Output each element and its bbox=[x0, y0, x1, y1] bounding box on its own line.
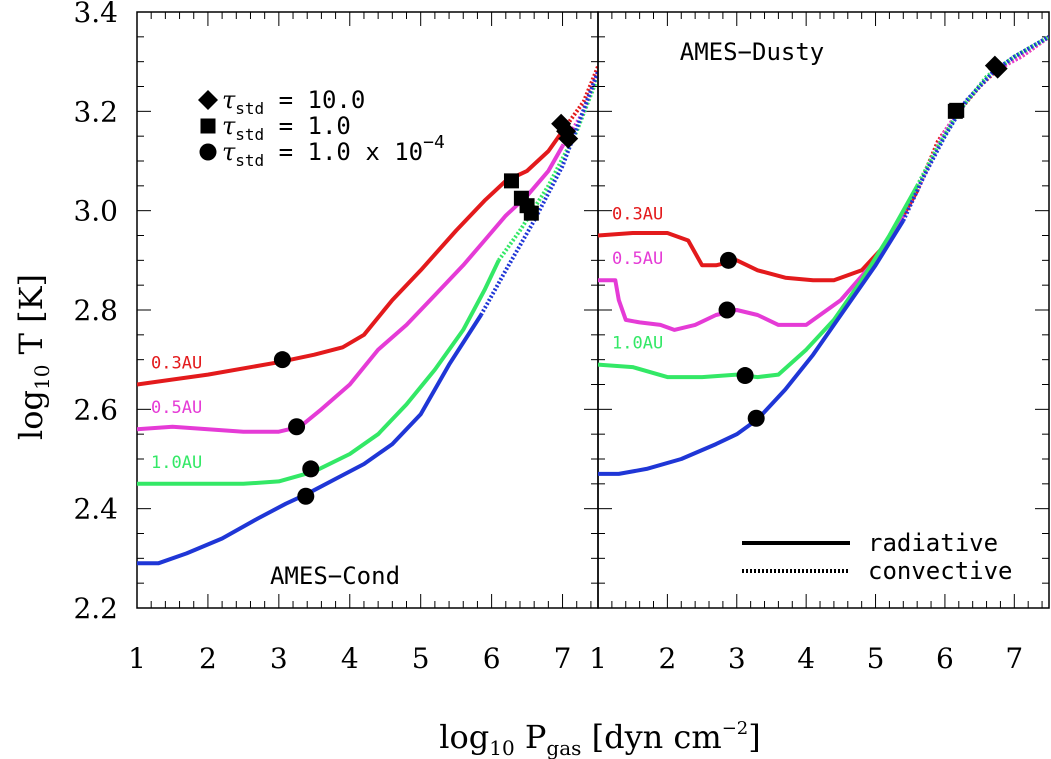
marker-square bbox=[523, 205, 539, 221]
panel-title: AMES−Dusty bbox=[680, 38, 825, 66]
series-line-0-5au-radiative bbox=[598, 214, 905, 332]
y-tick-labels: 2.2 2.4 2.6 2.8 3.0 3.2 3.4 bbox=[73, 0, 118, 625]
x-tick-label: 7 bbox=[1005, 642, 1023, 675]
series-line-0-3au-radiative bbox=[598, 189, 919, 283]
x-axis-title: log10 Pgas [dyn cm−2] bbox=[439, 718, 760, 759]
y-tick-label: 2.2 bbox=[73, 592, 118, 625]
series-line-0-5au-radiative bbox=[137, 145, 565, 434]
marker-square bbox=[949, 102, 965, 118]
curve-label: 1.0AU bbox=[151, 453, 202, 473]
marker-circle bbox=[719, 251, 737, 269]
data-markers bbox=[273, 113, 579, 505]
y-tick-label: 2.8 bbox=[73, 294, 118, 327]
y-tick-label: 2.4 bbox=[73, 493, 118, 526]
x-tick-label: 4 bbox=[341, 642, 359, 675]
x-tick-label: 6 bbox=[483, 642, 501, 675]
legend-entry: τstd = 1.0 bbox=[222, 112, 351, 144]
x-tick-label: 5 bbox=[412, 642, 430, 675]
legend-entry: τstd = 10.0 bbox=[222, 86, 365, 118]
legend-line-label: convective bbox=[868, 557, 1013, 585]
marker-square bbox=[503, 173, 519, 189]
marker-diamond bbox=[987, 58, 1008, 79]
x-tick-label: 2 bbox=[199, 642, 217, 675]
series-lines bbox=[598, 35, 1049, 476]
x-tick-label: 5 bbox=[867, 642, 885, 675]
curve-label: 0.3AU bbox=[612, 205, 663, 225]
marker-circle bbox=[297, 487, 315, 505]
series-line-0-3au-convective bbox=[915, 35, 1049, 192]
x-tick-label: 3 bbox=[270, 642, 288, 675]
series-line-1-0au-convective bbox=[915, 35, 1049, 187]
legend-entry: τstd = 1.0 x 10−4 bbox=[222, 132, 445, 170]
marker-circle bbox=[288, 418, 306, 436]
marker-circle bbox=[736, 367, 754, 385]
y-tick-label: 2.6 bbox=[73, 393, 118, 426]
marker-circle bbox=[302, 460, 320, 478]
legend-marker-square bbox=[200, 118, 216, 134]
x-tick-label: 4 bbox=[797, 642, 815, 675]
series-line-1-0au-radiative bbox=[598, 184, 919, 380]
series-line-3-radiative bbox=[598, 219, 905, 476]
marker-circle bbox=[273, 351, 291, 369]
axis-ticks bbox=[136, 11, 598, 609]
x-tick-label: 6 bbox=[936, 642, 954, 675]
marker-circle bbox=[747, 409, 765, 427]
x-tick-label: 2 bbox=[658, 642, 676, 675]
curve-label: 0.5AU bbox=[151, 398, 202, 418]
legend-marker-circle bbox=[199, 143, 217, 161]
legend-marker-diamond bbox=[198, 90, 218, 110]
series-line-3-radiative bbox=[137, 313, 483, 566]
data-markers bbox=[718, 55, 1008, 427]
curve-label: 0.5AU bbox=[612, 249, 663, 269]
series-line-1-0au-radiative bbox=[137, 259, 501, 486]
y-tick-label: 3.0 bbox=[73, 195, 118, 228]
panel-title: AMES−Cond bbox=[270, 562, 400, 590]
x-tick-label: 7 bbox=[554, 642, 572, 675]
curve-label: 1.0AU bbox=[612, 334, 663, 354]
x-tick-label: 1 bbox=[589, 642, 607, 675]
series-line-3-convective bbox=[901, 35, 1049, 222]
y-axis-title: log10 T [K] bbox=[12, 274, 54, 440]
marker-circle bbox=[718, 301, 736, 319]
x-tick-label: 1 bbox=[128, 642, 146, 675]
plot-frame bbox=[597, 11, 1050, 609]
series-line-0-5au-convective bbox=[901, 35, 1049, 217]
y-tick-label: 3.4 bbox=[73, 0, 118, 29]
curve-label: 0.3AU bbox=[151, 354, 202, 374]
panel-ames-cond: 0.3AU 0.5AU 1.0AU AMES−Cond bbox=[136, 11, 599, 609]
marker-diamond bbox=[558, 128, 579, 149]
x-tick-label: 3 bbox=[728, 642, 746, 675]
y-tick-label: 3.2 bbox=[73, 95, 118, 128]
series-line-1-0au-convective bbox=[497, 75, 598, 262]
series-line-0-3au-convective bbox=[560, 65, 598, 133]
panel-ames-dusty: 0.3AU 0.5AU 1.0AU AMES−Dusty bbox=[597, 11, 1050, 609]
legend-line-label: radiative bbox=[868, 529, 998, 557]
axis-ticks bbox=[597, 11, 1049, 609]
